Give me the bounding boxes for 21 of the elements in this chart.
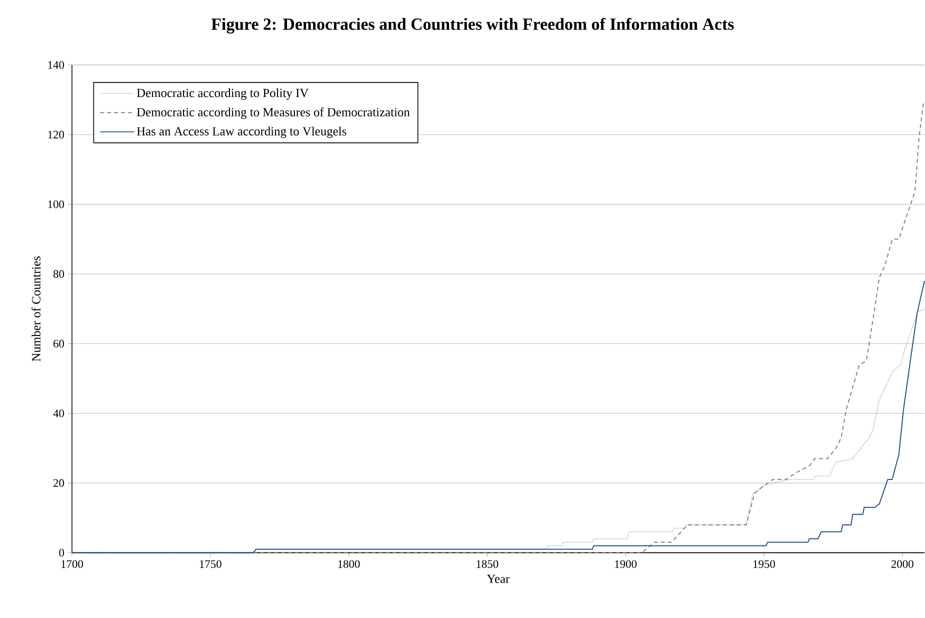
x-tick-label: 1850 bbox=[476, 560, 498, 568]
x-tick-label: 1950 bbox=[754, 560, 775, 568]
y-tick-label: 40 bbox=[53, 410, 64, 418]
y-tick-label: 140 bbox=[48, 61, 64, 69]
legend-label: Democratic according to Polity IV bbox=[136, 88, 309, 100]
y-tick-label: 120 bbox=[48, 130, 64, 139]
x-axis-title: Year bbox=[486, 574, 510, 584]
y-axis-title: Number of Countries bbox=[32, 256, 40, 362]
y-tick-label: 60 bbox=[53, 340, 64, 348]
legend-label: Has an Access Law according to Vleugels bbox=[136, 126, 346, 138]
x-tick-label: 2000 bbox=[891, 560, 914, 568]
legend-label: Democratic according to Measures of Democratization bbox=[136, 108, 410, 120]
x-tick-label: 1700 bbox=[62, 560, 83, 568]
x-tick-label: 1750 bbox=[200, 560, 222, 568]
y-tick-label: 100 bbox=[48, 200, 64, 208]
x-tick-label: 1900 bbox=[615, 560, 637, 568]
chart-title: Figure 2: Democracies and Countries with Freedom of Information Acts bbox=[211, 18, 734, 34]
x-tick-label: 1800 bbox=[338, 560, 360, 568]
y-tick-label: 80 bbox=[53, 270, 64, 278]
y-tick-label: 0 bbox=[59, 549, 64, 557]
y-tick-label: 20 bbox=[54, 479, 64, 488]
